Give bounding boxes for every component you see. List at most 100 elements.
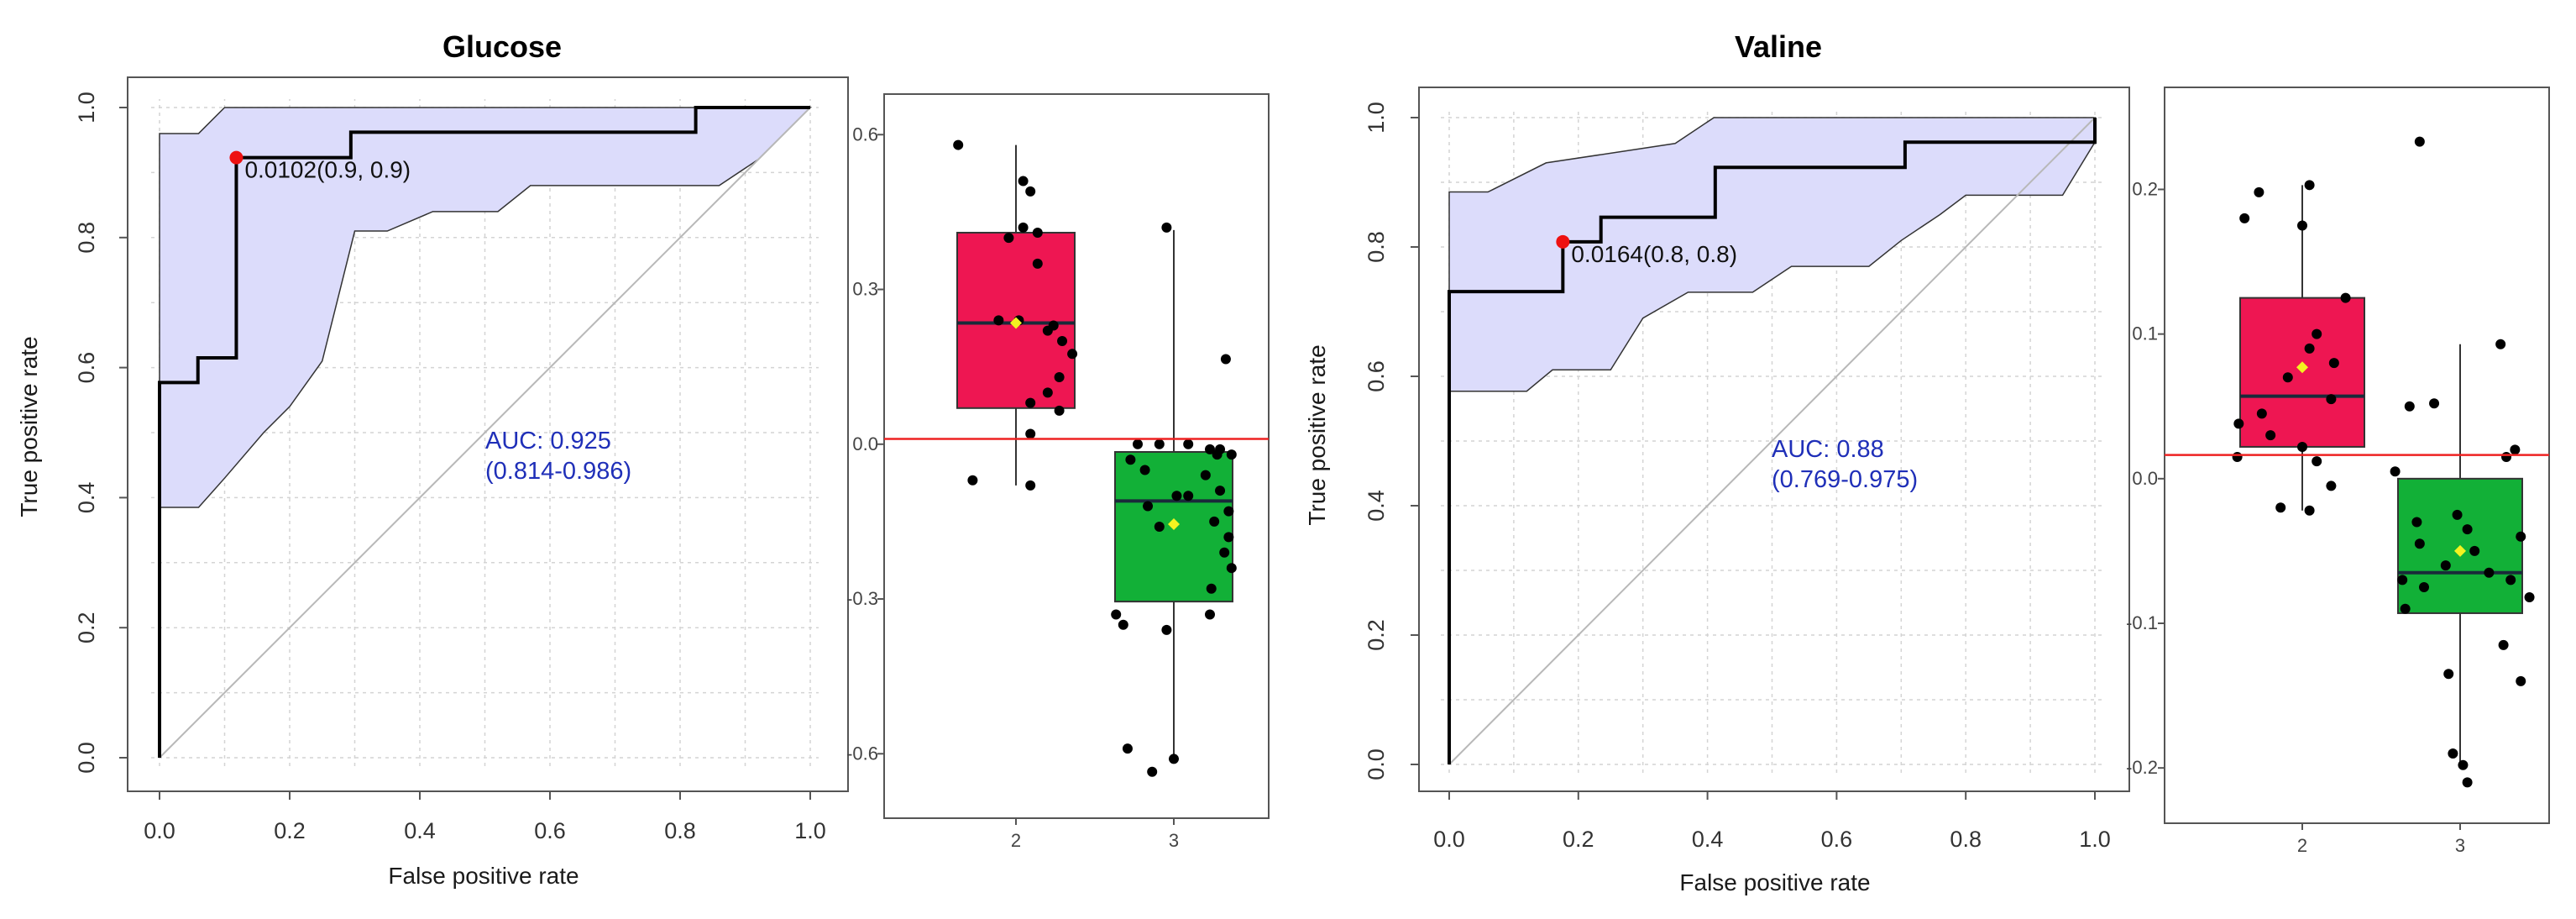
valine-data-point — [2304, 343, 2315, 354]
valine-title: Valine — [1735, 29, 1822, 64]
glucose-data-point — [993, 315, 1004, 326]
glucose-data-point — [1111, 609, 1122, 620]
glucose-title: Glucose — [442, 29, 562, 64]
glucose-y-tick-label: -0.3 — [846, 588, 878, 609]
glucose-data-point — [967, 475, 978, 486]
valine-data-point — [2484, 567, 2495, 578]
valine-data-point — [2397, 575, 2408, 586]
valine-x-tick-label: 2 — [2297, 835, 2307, 856]
glucose-y-tick-label: 0.4 — [74, 482, 99, 514]
glucose-data-point — [1143, 501, 1154, 512]
valine-auc-label: AUC: 0.88 — [1772, 436, 1884, 463]
valine-data-point — [2304, 180, 2315, 191]
valine-roc-plot: 0.0164(0.8, 0.8) AUC: 0.88 (0.769-0.975) 0.… — [1364, 102, 2111, 852]
valine-data-point — [2256, 408, 2267, 419]
glucose-data-point — [1118, 619, 1128, 630]
valine-diagonal — [1448, 117, 2096, 765]
glucose-data-point — [1205, 444, 1215, 454]
valine-data-point — [2326, 394, 2337, 405]
glucose-roc-frame — [127, 76, 849, 792]
valine-y-tick-label: 0.4 — [1364, 490, 1389, 522]
valine-data-point — [2505, 575, 2516, 586]
glucose-mean-marker — [1010, 317, 1022, 329]
valine-cutoff-label: 0.0164(0.8, 0.8) — [1571, 241, 1737, 267]
glucose-data-point — [1220, 354, 1231, 365]
valine-y-tick-label: 0.8 — [1364, 231, 1389, 263]
valine-y-tick-label: 0.1 — [2132, 323, 2158, 344]
valine-data-point — [2443, 669, 2454, 680]
valine-data-point — [2510, 444, 2521, 455]
glucose-y-tick-label: 0.8 — [74, 222, 99, 254]
glucose-data-point — [1018, 176, 1029, 186]
valine-data-point — [2419, 581, 2429, 592]
glucose-roc-plot: 0.0102(0.9, 0.9) AUC: 0.925 (0.814-0.986) 0… — [74, 92, 826, 843]
valine-data-point — [2297, 220, 2307, 231]
glucose-data-point — [1067, 349, 1078, 360]
glucose-x-label: False positive rate — [388, 863, 579, 889]
valine-data-point — [2304, 505, 2315, 516]
valine-cutoff-point — [1556, 234, 1570, 249]
valine-x-tick-label: 0.0 — [1433, 827, 1465, 852]
glucose-data-point — [1219, 547, 1230, 558]
glucose-x-tick-label: 2 — [1011, 830, 1021, 851]
glucose-data-point — [1183, 491, 1194, 502]
glucose-auc-label: AUC: 0.925 — [485, 428, 611, 454]
glucose-y-tick-label: 0.6 — [852, 123, 878, 144]
glucose-data-point — [1223, 532, 1234, 543]
glucose-data-point — [1133, 438, 1143, 449]
valine-ci-band — [1448, 117, 2096, 392]
valine-data-point — [2404, 401, 2415, 412]
valine-data-point — [2390, 466, 2401, 477]
valine-data-point — [2458, 759, 2469, 770]
valine-data-point — [2232, 452, 2243, 462]
glucose-data-point — [1212, 449, 1223, 460]
glucose-data-point — [1183, 438, 1194, 449]
glucose-y-label: True positive rate — [16, 336, 42, 517]
valine-data-point — [2411, 517, 2422, 528]
glucose-data-point — [1206, 583, 1217, 594]
valine-y-tick-label: 0.6 — [1364, 360, 1389, 392]
valine-y-tick-label: -0.1 — [2126, 612, 2158, 633]
valine-data-point — [2501, 452, 2512, 462]
glucose-mean-marker — [1168, 517, 1180, 530]
glucose-data-point — [1025, 480, 1036, 491]
glucose-data-point — [953, 139, 964, 150]
valine-data-point — [2414, 538, 2425, 549]
glucose-x-tick-label: 0.6 — [534, 818, 566, 843]
valine-x-tick-label: 0.4 — [1692, 827, 1724, 852]
valine-data-point — [2400, 603, 2411, 614]
valine-y-label: True positive rate — [1304, 344, 1330, 525]
valine-x-tick-label: 0.6 — [1821, 827, 1853, 852]
glucose-data-point — [1125, 454, 1136, 465]
valine-data-point — [2312, 456, 2322, 467]
glucose-y-tick-label: 0.6 — [74, 352, 99, 384]
glucose-data-point — [1169, 754, 1179, 764]
valine-mean-marker — [2454, 544, 2466, 557]
valine-x-label: False positive rate — [1679, 869, 1870, 895]
valine-x-tick-label: 0.2 — [1563, 827, 1594, 852]
valine-data-point — [2440, 560, 2451, 571]
glucose-data-point — [1147, 766, 1158, 777]
valine-y-tick-label: 0.0 — [2132, 468, 2158, 489]
valine-data-point — [2326, 481, 2337, 491]
valine-data-point — [2297, 441, 2307, 452]
glucose-x-tick-label: 3 — [1169, 830, 1179, 851]
glucose-data-point — [1226, 563, 1237, 574]
valine-x-tick-label: 3 — [2455, 835, 2465, 856]
valine-data-point — [2312, 328, 2322, 339]
glucose-y-tick-label: 0.0 — [852, 433, 878, 454]
glucose-x-tick-label: 1.0 — [794, 818, 826, 843]
valine-data-point — [2462, 524, 2473, 535]
glucose-diagonal — [159, 107, 811, 759]
valine-y-tick-label: 1.0 — [1364, 102, 1389, 134]
valine-data-point — [2254, 186, 2264, 197]
glucose-data-point — [1161, 222, 1172, 233]
valine-data-point — [2282, 372, 2293, 383]
valine-data-point — [2414, 136, 2425, 147]
glucose-data-point — [1054, 371, 1065, 382]
glucose-x-tick-label: 0.8 — [664, 818, 696, 843]
glucose-y-tick-label: 0.3 — [852, 279, 878, 300]
glucose-cutoff-point — [229, 150, 243, 165]
glucose-data-point — [1032, 227, 1043, 238]
glucose-data-point — [1209, 516, 1220, 527]
